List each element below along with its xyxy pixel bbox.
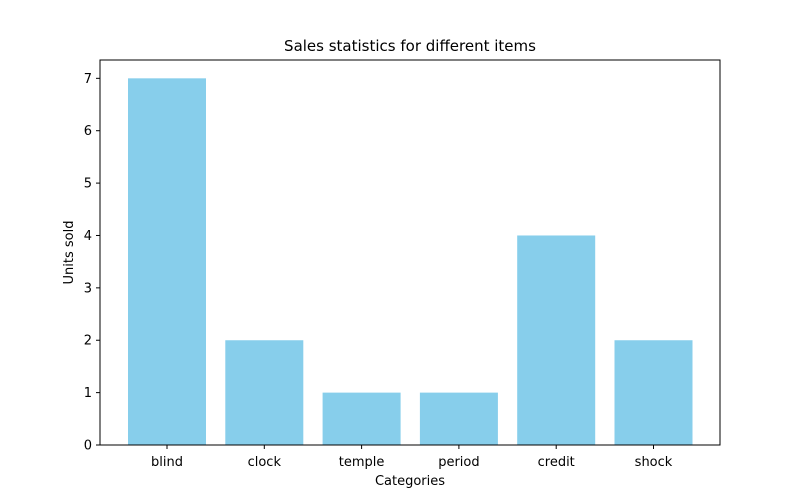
y-tick-label: 5	[84, 177, 92, 192]
x-tick-label: clock	[248, 455, 282, 470]
y-tick-label: 0	[84, 439, 92, 454]
y-axis-title: Units sold	[62, 221, 77, 285]
bar-temple	[322, 392, 401, 445]
plot-frame	[99, 59, 721, 446]
bar-credit	[517, 235, 596, 445]
bar-blind	[128, 78, 206, 445]
y-tick-label: 7	[84, 72, 92, 87]
x-tick-label: shock	[635, 455, 673, 470]
bar-period	[419, 392, 498, 445]
x-tick-label: credit	[538, 455, 575, 470]
x-axis-title: Categories	[375, 474, 445, 489]
x-tick-label: temple	[339, 455, 385, 470]
y-tick-label: 3	[84, 281, 92, 296]
y-tick-label: 6	[84, 124, 92, 139]
y-tick-label: 1	[84, 386, 92, 401]
y-axis: 0 1 2 3 4 5 6 7	[84, 72, 100, 454]
x-tick-label: period	[438, 455, 479, 470]
bars-group	[128, 78, 693, 445]
chart-title: Sales statistics for different items	[284, 37, 536, 55]
bar-shock	[614, 340, 693, 445]
y-tick-label: 2	[84, 334, 92, 349]
x-tick-label: blind	[151, 455, 183, 470]
y-tick-label: 4	[84, 229, 92, 244]
bar-clock	[225, 340, 304, 445]
x-axis: blind clock temple period credit shock	[151, 445, 673, 470]
